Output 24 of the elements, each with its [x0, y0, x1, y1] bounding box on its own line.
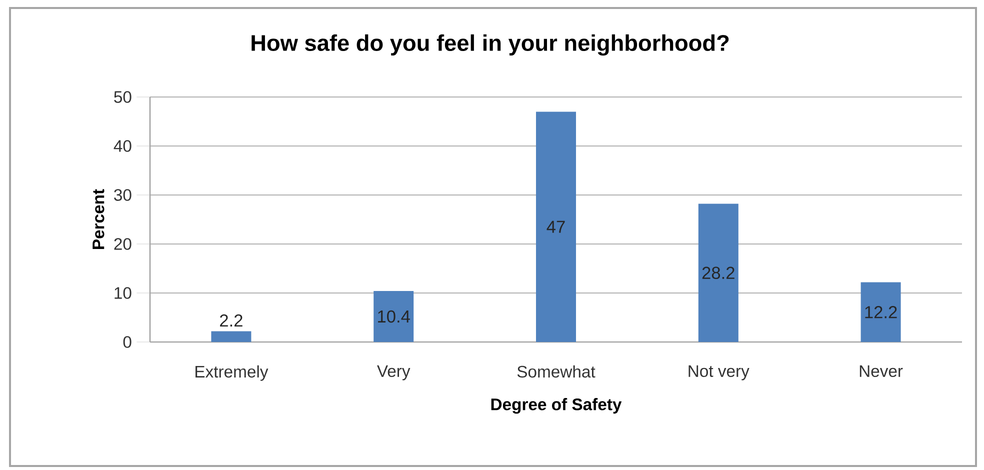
- bar: [374, 291, 414, 342]
- y-tick-label: 10: [114, 287, 132, 299]
- chart-title: How safe do you feel in your neighborhood?: [252, 34, 729, 56]
- y-tick-label: 50: [114, 91, 132, 103]
- x-tick-label: Extremely: [196, 365, 268, 381]
- x-tick-label: Not very: [688, 365, 750, 380]
- x-tick-label: Never: [860, 365, 903, 377]
- data-label: 47: [546, 220, 565, 233]
- data-label: 2.2: [220, 314, 242, 326]
- bar: [860, 282, 901, 342]
- bar: [536, 112, 576, 342]
- y-tick-label: 0: [123, 336, 132, 348]
- bar: [211, 331, 252, 342]
- x-axis-title: Degree of Safety: [491, 398, 622, 414]
- bar: [698, 204, 738, 342]
- y-tick-label: 40: [114, 140, 132, 152]
- data-label: 12.2: [865, 306, 897, 318]
- y-axis-title: Percent: [92, 189, 104, 249]
- data-label: 10.4: [378, 310, 410, 323]
- y-tick-label: 30: [114, 189, 132, 201]
- x-tick-label: Somewhat: [517, 365, 596, 378]
- data-label: 28.2: [702, 266, 734, 280]
- x-tick-label: Very: [377, 365, 410, 380]
- y-tick-label: 20: [114, 238, 132, 250]
